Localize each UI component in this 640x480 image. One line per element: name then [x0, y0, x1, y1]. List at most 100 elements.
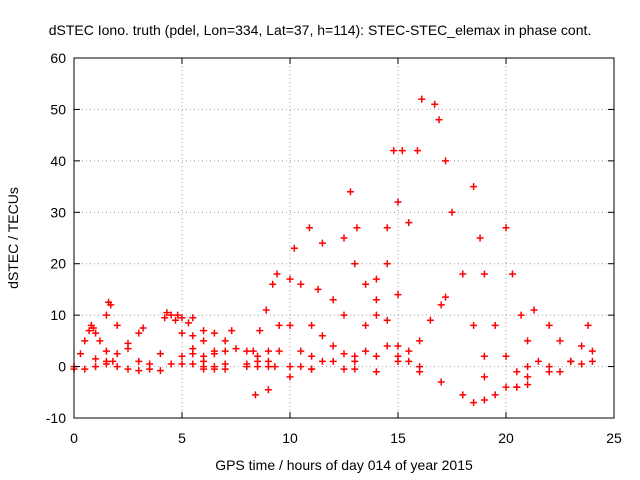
- data-point: [156, 367, 164, 375]
- data-point: [113, 350, 121, 358]
- data-point: [200, 327, 208, 335]
- data-point: [89, 324, 97, 332]
- data-point: [228, 327, 236, 335]
- data-point: [318, 332, 326, 340]
- data-point: [286, 321, 294, 329]
- data-point: [96, 337, 104, 345]
- data-point: [517, 311, 525, 319]
- y-tick-label: 60: [50, 50, 66, 66]
- data-point: [556, 368, 564, 376]
- series-7: [167, 329, 218, 368]
- data-point: [390, 147, 398, 155]
- data-point: [437, 378, 445, 386]
- data-point: [200, 337, 208, 345]
- data-point: [362, 280, 370, 288]
- data-point: [394, 198, 402, 206]
- x-tick-label: 0: [70, 430, 78, 446]
- data-point: [476, 234, 484, 242]
- data-point: [502, 224, 510, 232]
- data-point: [221, 365, 229, 373]
- data-point: [210, 363, 218, 371]
- data-point: [416, 363, 424, 371]
- data-point: [584, 321, 592, 329]
- data-point: [161, 314, 169, 322]
- data-point: [480, 396, 488, 404]
- data-point: [189, 332, 197, 340]
- data-point: [102, 311, 110, 319]
- data-point: [243, 360, 251, 368]
- data-point: [92, 355, 100, 363]
- data-point: [394, 342, 402, 350]
- data-point: [189, 360, 197, 368]
- data-point: [545, 321, 553, 329]
- data-point: [442, 293, 450, 301]
- data-point: [502, 383, 510, 391]
- data-point: [264, 347, 272, 355]
- series-14: [286, 239, 326, 371]
- x-tick-label: 15: [390, 430, 406, 446]
- data-point: [163, 309, 171, 317]
- data-point: [448, 208, 456, 216]
- x-tick-label: 10: [282, 430, 298, 446]
- data-point: [362, 321, 370, 329]
- data-point: [178, 329, 186, 337]
- data-point: [178, 352, 186, 360]
- data-point: [81, 337, 89, 345]
- data-point: [178, 314, 186, 322]
- data-point: [269, 280, 277, 288]
- data-point: [405, 219, 413, 227]
- series-23: [251, 350, 359, 399]
- data-point: [251, 391, 259, 399]
- data-point: [416, 337, 424, 345]
- data-point: [254, 352, 262, 360]
- data-point: [221, 337, 229, 345]
- y-tick-label: 20: [50, 256, 66, 272]
- data-point: [340, 350, 348, 358]
- series-17: [340, 147, 398, 373]
- data-point: [273, 270, 281, 278]
- data-point: [405, 347, 413, 355]
- data-point: [221, 347, 229, 355]
- data-point: [508, 270, 516, 278]
- data-point: [470, 399, 478, 407]
- data-point: [567, 357, 575, 365]
- data-point: [178, 360, 186, 368]
- data-point: [340, 365, 348, 373]
- data-point: [305, 224, 313, 232]
- data-point: [308, 365, 316, 373]
- data-point: [297, 347, 305, 355]
- data-point: [318, 357, 326, 365]
- y-tick-label: 40: [50, 153, 66, 169]
- data-point: [254, 363, 262, 371]
- data-point: [243, 347, 251, 355]
- data-point: [189, 314, 197, 322]
- data-point: [394, 291, 402, 299]
- data-point: [146, 360, 154, 368]
- data-point: [394, 352, 402, 360]
- data-point: [524, 337, 532, 345]
- data-point: [174, 311, 182, 319]
- series-16: [308, 224, 361, 373]
- data-point: [297, 280, 305, 288]
- data-point: [297, 363, 305, 371]
- data-point: [318, 239, 326, 247]
- data-points: [70, 95, 596, 407]
- y-tick-label: 10: [50, 307, 66, 323]
- data-point: [545, 368, 553, 376]
- data-point: [264, 386, 272, 394]
- data-point: [308, 352, 316, 360]
- data-point: [135, 367, 143, 375]
- data-point: [102, 347, 110, 355]
- data-point: [588, 347, 596, 355]
- data-point: [578, 342, 586, 350]
- data-point: [459, 270, 467, 278]
- data-point: [418, 95, 426, 103]
- data-point: [372, 296, 380, 304]
- data-point: [437, 301, 445, 309]
- data-point: [340, 234, 348, 242]
- series-2: [102, 298, 164, 375]
- data-point: [189, 345, 197, 353]
- data-point: [286, 363, 294, 371]
- data-point: [578, 360, 586, 368]
